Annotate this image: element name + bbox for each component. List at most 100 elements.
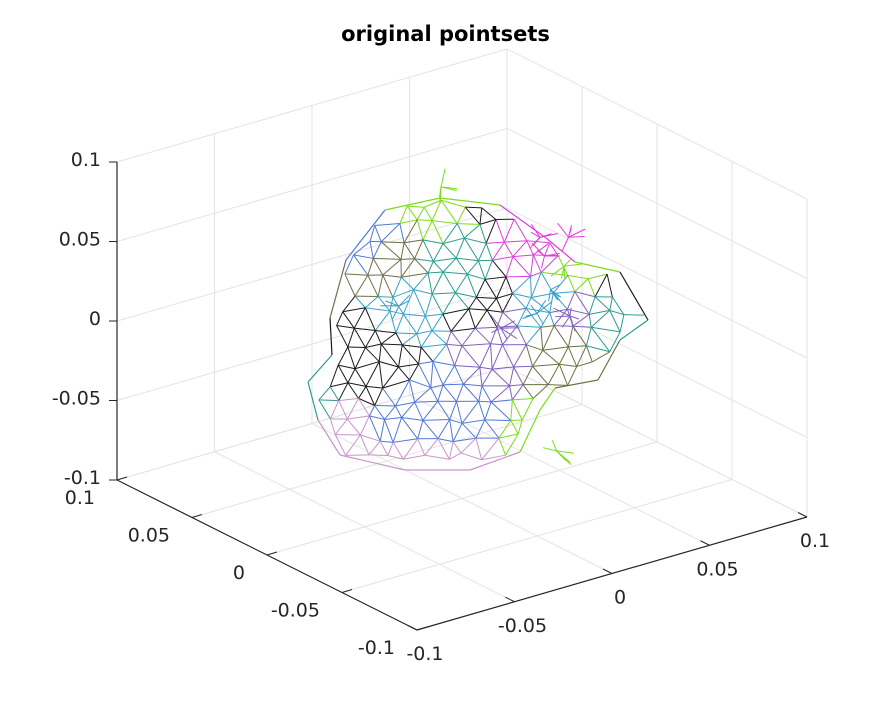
mesh-edge-black-352	[382, 379, 410, 389]
mesh-edge-olive-253	[540, 327, 544, 351]
mesh-outline-1	[345, 209, 386, 261]
mesh-edge-cyan-146	[389, 297, 394, 312]
mesh-edge-green-24	[431, 220, 444, 244]
mesh-edge-pink-473	[449, 452, 462, 460]
mesh-edge-magenta-94	[532, 254, 542, 273]
mesh-outline-3	[439, 197, 501, 206]
normal-stroke-cyan-11	[536, 301, 553, 314]
mesh-edge-olive-76	[414, 258, 429, 274]
mesh-edge-purple-288	[490, 343, 493, 370]
x-tick-label-4: 0.1	[800, 530, 830, 552]
mesh-edge-teal-85	[477, 260, 486, 280]
mesh-edge-teal-219	[590, 309, 611, 328]
mesh-edge-teal-220	[609, 310, 621, 333]
mesh-outline-16	[317, 419, 341, 456]
mesh-edge-blue-321	[432, 361, 444, 386]
mesh-edge-olive-43	[404, 239, 424, 244]
mesh-edge-blue-18	[399, 223, 405, 243]
mesh-edge-green-7	[431, 200, 442, 221]
mesh-edge-purple-287	[479, 343, 492, 368]
mesh-edge-purple-286	[490, 343, 503, 346]
normal-stroke-purple-55	[553, 307, 571, 317]
mesh-edge-olive-106	[401, 272, 429, 278]
mesh-edge-green-8	[440, 199, 458, 224]
mesh-edge-blue-16	[369, 225, 376, 242]
mesh-edge-blue-361	[442, 383, 464, 386]
mesh-edge-black-307	[329, 364, 339, 387]
mesh-edge-pink-381	[338, 400, 348, 420]
mesh-edge-cyan-110	[413, 272, 429, 290]
mesh-edge-purple-291	[502, 344, 515, 368]
normal-stroke-green-52	[440, 168, 446, 188]
mesh-edge-purple-290	[491, 344, 503, 370]
mesh-edge-black-353	[374, 387, 384, 406]
mesh-edge-teal-48	[422, 239, 434, 262]
mesh-edge-olive-376	[548, 384, 568, 386]
mesh-edge-pink-382	[329, 400, 340, 420]
mesh-edge-green-438	[498, 420, 512, 439]
mesh-edge-olive-260	[567, 326, 574, 348]
mesh-edge-purple-205	[502, 311, 518, 327]
mesh-edge-teal-46	[422, 239, 444, 245]
mesh-edge-green-3	[423, 199, 442, 208]
mesh-edge-olive-45	[403, 242, 416, 259]
mesh-edge-cyan-131	[552, 275, 569, 294]
mesh-edge-cyan-189	[395, 313, 404, 334]
mesh-edge-blue-397	[422, 400, 439, 421]
mesh-edge-pink-414	[334, 418, 348, 435]
mesh-edge-cyan-188	[403, 313, 426, 317]
mesh-edge-blue-430	[449, 419, 454, 442]
mesh-edge-teal-83	[442, 257, 457, 273]
mesh-edge-olive-338	[559, 363, 577, 368]
normal-stroke-green-45	[556, 450, 574, 454]
mesh-edge-cyan-186	[374, 310, 391, 331]
mesh-edge-black-314	[398, 363, 419, 368]
mesh-edge-black-225	[354, 327, 376, 332]
mesh-edge-black-273	[380, 343, 399, 368]
grid-line-y-floor-1	[341, 479, 733, 593]
mesh-edge-teal-109	[428, 271, 444, 274]
mesh-outline-9	[597, 339, 621, 381]
mesh-edge-olive-42	[380, 241, 402, 260]
mesh-edge-blue-318	[418, 363, 432, 388]
mesh-edge-olive-103	[382, 274, 402, 278]
y-tick-label-2: 0	[233, 562, 245, 584]
mesh-edge-blue-403	[461, 400, 480, 424]
normal-stroke-magenta-21	[532, 237, 541, 246]
mesh-edge-blue-363	[442, 384, 457, 402]
mesh-edge-green-133	[588, 273, 608, 280]
axis-layer	[109, 161, 808, 631]
mesh-edge-purple-283	[461, 343, 491, 347]
mesh-edge-blue-390	[395, 405, 403, 418]
mesh-edge-pink-451	[387, 442, 394, 456]
mesh-edge-teal-112	[442, 271, 468, 275]
normal-stroke-green-43	[551, 440, 557, 452]
mesh-edge-teal-57	[485, 243, 493, 261]
mesh-edge-teal-114	[442, 271, 456, 293]
x-tick-mark-2	[602, 568, 613, 574]
mesh-edge-black-346	[347, 382, 367, 387]
y-tick-label-3: 0.05	[128, 525, 170, 547]
mesh-edge-purple-171	[574, 291, 596, 298]
grid-line-z-side-1	[506, 287, 808, 438]
mesh-edge-pink-454	[402, 438, 419, 460]
mesh-edge-magenta-36	[503, 219, 515, 243]
mesh-edge-blue-402	[478, 401, 486, 420]
mesh-edge-green-1	[399, 205, 408, 224]
mesh-edge-blue-39	[369, 241, 374, 259]
mesh-edge-black-310	[347, 368, 356, 383]
mesh-edge-teal-217	[588, 314, 592, 328]
mesh-edge-pink-417	[359, 415, 370, 436]
mesh-edge-teal-51	[442, 243, 457, 259]
mesh-edge-teal-81	[456, 257, 479, 262]
mesh-edge-teal-345	[329, 386, 340, 401]
mesh-edge-teal-116	[454, 273, 468, 293]
mesh-edge-cyan-107	[392, 277, 402, 298]
mesh-edge-blue-394	[401, 401, 416, 418]
mesh-edge-cyan-126	[530, 276, 532, 298]
mesh-edge-pink-415	[346, 418, 361, 436]
mesh-edge-blue-458	[453, 437, 477, 443]
mesh-edge-black-351	[365, 386, 376, 406]
mesh-edge-cyan-277	[421, 343, 447, 348]
normal-stroke-cyan-9	[536, 299, 547, 314]
